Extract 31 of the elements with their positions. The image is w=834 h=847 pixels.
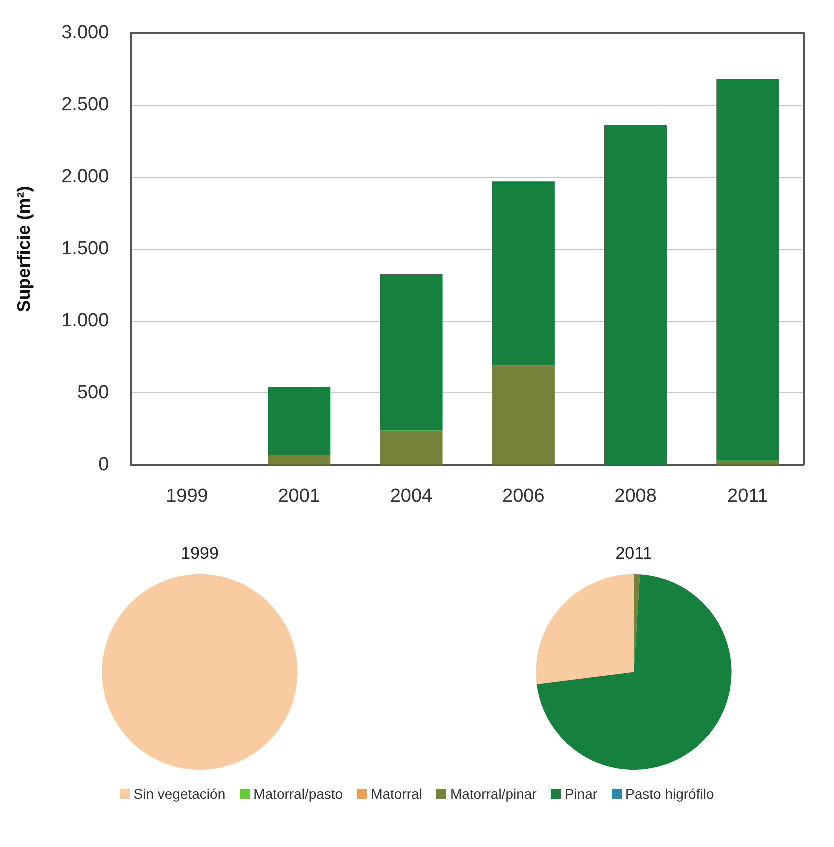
chart-title: 1999 <box>181 544 219 563</box>
bar <box>492 182 555 366</box>
bar <box>268 455 331 465</box>
bar <box>380 430 443 465</box>
x-tick-label: 2004 <box>390 486 434 507</box>
y-tick-label: 2.500 <box>62 94 110 116</box>
x-tick-label: 2008 <box>614 486 657 507</box>
y-tick-label: 1.500 <box>62 238 110 260</box>
bar <box>716 460 780 465</box>
x-tick-label: 2011 <box>728 486 768 507</box>
bar <box>604 126 668 465</box>
x-tick-label: 2006 <box>502 486 545 507</box>
x-tick-label: 1999 <box>166 486 208 507</box>
y-tick-label: 2.000 <box>62 166 110 188</box>
bar <box>268 387 331 456</box>
legend-label: Matorral/pasto <box>254 786 344 802</box>
bar <box>380 274 443 431</box>
y-axis-title: Superficie (m²) <box>14 186 34 312</box>
y-tick-label: 1.000 <box>62 310 110 332</box>
y-tick-label: 500 <box>77 382 110 404</box>
bar <box>492 366 555 465</box>
chart-title: 2011 <box>616 544 652 563</box>
legend-label: Pinar <box>564 786 598 802</box>
legend-label: Matorral <box>371 786 422 802</box>
x-tick-label: 2001 <box>278 486 320 507</box>
legend-label: Sin vegetación <box>134 786 226 802</box>
y-tick-label: 3.000 <box>62 22 110 44</box>
y-tick-label: 0 <box>98 454 110 476</box>
legend-label: Pasto higrófilo <box>626 786 714 802</box>
legend-label: Matorral/pinar <box>450 786 537 802</box>
bar <box>716 79 780 461</box>
